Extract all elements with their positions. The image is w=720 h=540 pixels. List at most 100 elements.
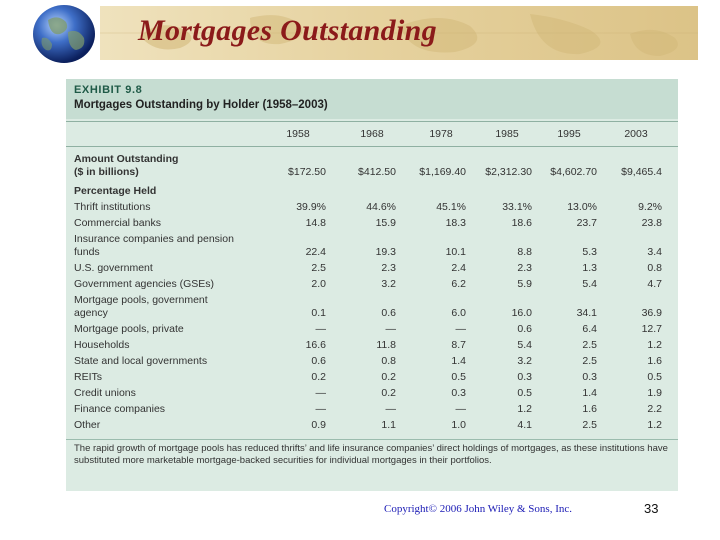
holder-value: 0.6 (517, 323, 532, 335)
holder-value: 0.8 (381, 355, 396, 367)
exhibit-footnote: The rapid growth of mortgage pools has r… (74, 443, 668, 466)
holder-value: 0.3 (517, 371, 532, 383)
year-header: 1958 (286, 128, 310, 140)
holder-label: U.S. government (74, 262, 153, 274)
year-header: 1978 (429, 128, 453, 140)
amount-label: Amount Outstanding (74, 153, 179, 165)
holder-value: 2.0 (311, 278, 326, 290)
copyright-notice: Copyright© 2006 John Wiley & Sons, Inc. (384, 503, 572, 515)
holder-value: 6.4 (582, 323, 597, 335)
holder-value: 0.6 (381, 307, 396, 319)
amount-value: $412.50 (358, 166, 396, 178)
holder-label: Thrift institutions (74, 201, 151, 213)
holder-value: 0.6 (311, 355, 326, 367)
holder-label: Government agencies (GSEs) (74, 278, 215, 290)
percentage-held-label: Percentage Held (74, 185, 157, 197)
holder-value: 5.4 (517, 339, 532, 351)
globe-icon (33, 5, 95, 63)
holder-value: 5.9 (517, 278, 532, 290)
holder-value: — (455, 323, 467, 335)
holder-value: 12.7 (641, 323, 662, 335)
holder-value: 45.1% (436, 201, 466, 213)
holder-value: 22.4 (305, 246, 326, 258)
holder-value: 0.5 (451, 371, 466, 383)
holder-label: funds (74, 246, 100, 258)
holder-value: 18.6 (511, 217, 532, 229)
holder-value: — (385, 403, 397, 415)
holder-label: Finance companies (74, 403, 166, 415)
holder-label: Commercial banks (74, 217, 161, 229)
amount-units-label: ($ in billions) (74, 166, 139, 178)
holder-value: 5.4 (582, 278, 597, 290)
holder-value: 1.3 (582, 262, 597, 274)
holder-value: 0.8 (647, 262, 662, 274)
year-header-row: 1958 1968 1978 1985 1995 2003 (66, 121, 678, 147)
amount-value: $2,312.30 (485, 166, 532, 178)
holder-value: 13.0% (567, 201, 597, 213)
amount-value: $4,602.70 (550, 166, 597, 178)
holder-label: Credit unions (74, 387, 136, 399)
holder-value: 1.2 (647, 419, 662, 431)
footnote-divider (66, 439, 678, 440)
holder-value: — (315, 323, 327, 335)
holder-value: 4.1 (517, 419, 532, 431)
holder-label: Mortgage pools, private (74, 323, 184, 335)
holder-value: 0.5 (647, 371, 662, 383)
holder-value: 1.4 (451, 355, 466, 367)
holder-value: 19.3 (375, 246, 396, 258)
holder-label: Households (74, 339, 130, 351)
year-header: 2003 (624, 128, 648, 140)
holder-value: 1.4 (582, 387, 597, 399)
holder-value: 2.5 (582, 355, 597, 367)
holder-label: Mortgage pools, government (74, 294, 208, 306)
holder-value: 1.2 (647, 339, 662, 351)
year-header: 1968 (360, 128, 384, 140)
holder-label: Other (74, 419, 101, 431)
holder-value: 2.3 (517, 262, 532, 274)
holder-value: 10.1 (445, 246, 466, 258)
holder-value: — (385, 323, 397, 335)
title-banner (100, 6, 698, 60)
holder-value: 0.3 (451, 387, 466, 399)
holder-value: 18.3 (445, 217, 466, 229)
holder-value: 0.2 (381, 387, 396, 399)
holder-value: 14.8 (305, 217, 326, 229)
holder-value: 16.0 (511, 307, 532, 319)
holder-label: agency (74, 307, 108, 319)
holder-value: 2.5 (311, 262, 326, 274)
holder-value: 3.4 (647, 246, 662, 258)
holder-value: — (315, 387, 327, 399)
holder-value: 1.1 (381, 419, 396, 431)
exhibit-label: EXHIBIT 9.8 (74, 84, 143, 96)
holder-value: 0.5 (517, 387, 532, 399)
holder-value: 2.5 (582, 339, 597, 351)
holder-value: 1.6 (647, 355, 662, 367)
holder-value: 0.9 (311, 419, 326, 431)
holder-value: 6.2 (451, 278, 466, 290)
exhibit-table: EXHIBIT 9.8 Mortgages Outstanding by Hol… (66, 79, 678, 491)
amount-value: $9,465.4 (621, 166, 662, 178)
holder-value: 0.2 (311, 371, 326, 383)
holder-value: 6.0 (451, 307, 466, 319)
holder-value: 1.6 (582, 403, 597, 415)
holder-value: 2.3 (381, 262, 396, 274)
year-header: 1995 (557, 128, 581, 140)
amount-value: $1,169.40 (419, 166, 466, 178)
holder-value: 44.6% (366, 201, 396, 213)
exhibit-title: Mortgages Outstanding by Holder (1958–20… (74, 99, 328, 111)
holder-value: 15.9 (375, 217, 396, 229)
holder-value: 1.0 (451, 419, 466, 431)
holder-value: 2.4 (451, 262, 466, 274)
exhibit-header: EXHIBIT 9.8 Mortgages Outstanding by Hol… (66, 79, 678, 119)
holder-value: 2.2 (647, 403, 662, 415)
holder-value: 39.9% (296, 201, 326, 213)
year-header: 1985 (495, 128, 519, 140)
holder-label: State and local governments (74, 355, 208, 367)
holder-value: 11.8 (376, 339, 396, 351)
slide-title: Mortgages Outstanding (138, 14, 437, 47)
holder-value: 9.2% (638, 201, 662, 213)
holder-value: 23.7 (576, 217, 597, 229)
holder-value: 16.6 (305, 339, 326, 351)
holder-value: 2.5 (582, 419, 597, 431)
holder-value: 5.3 (582, 246, 597, 258)
